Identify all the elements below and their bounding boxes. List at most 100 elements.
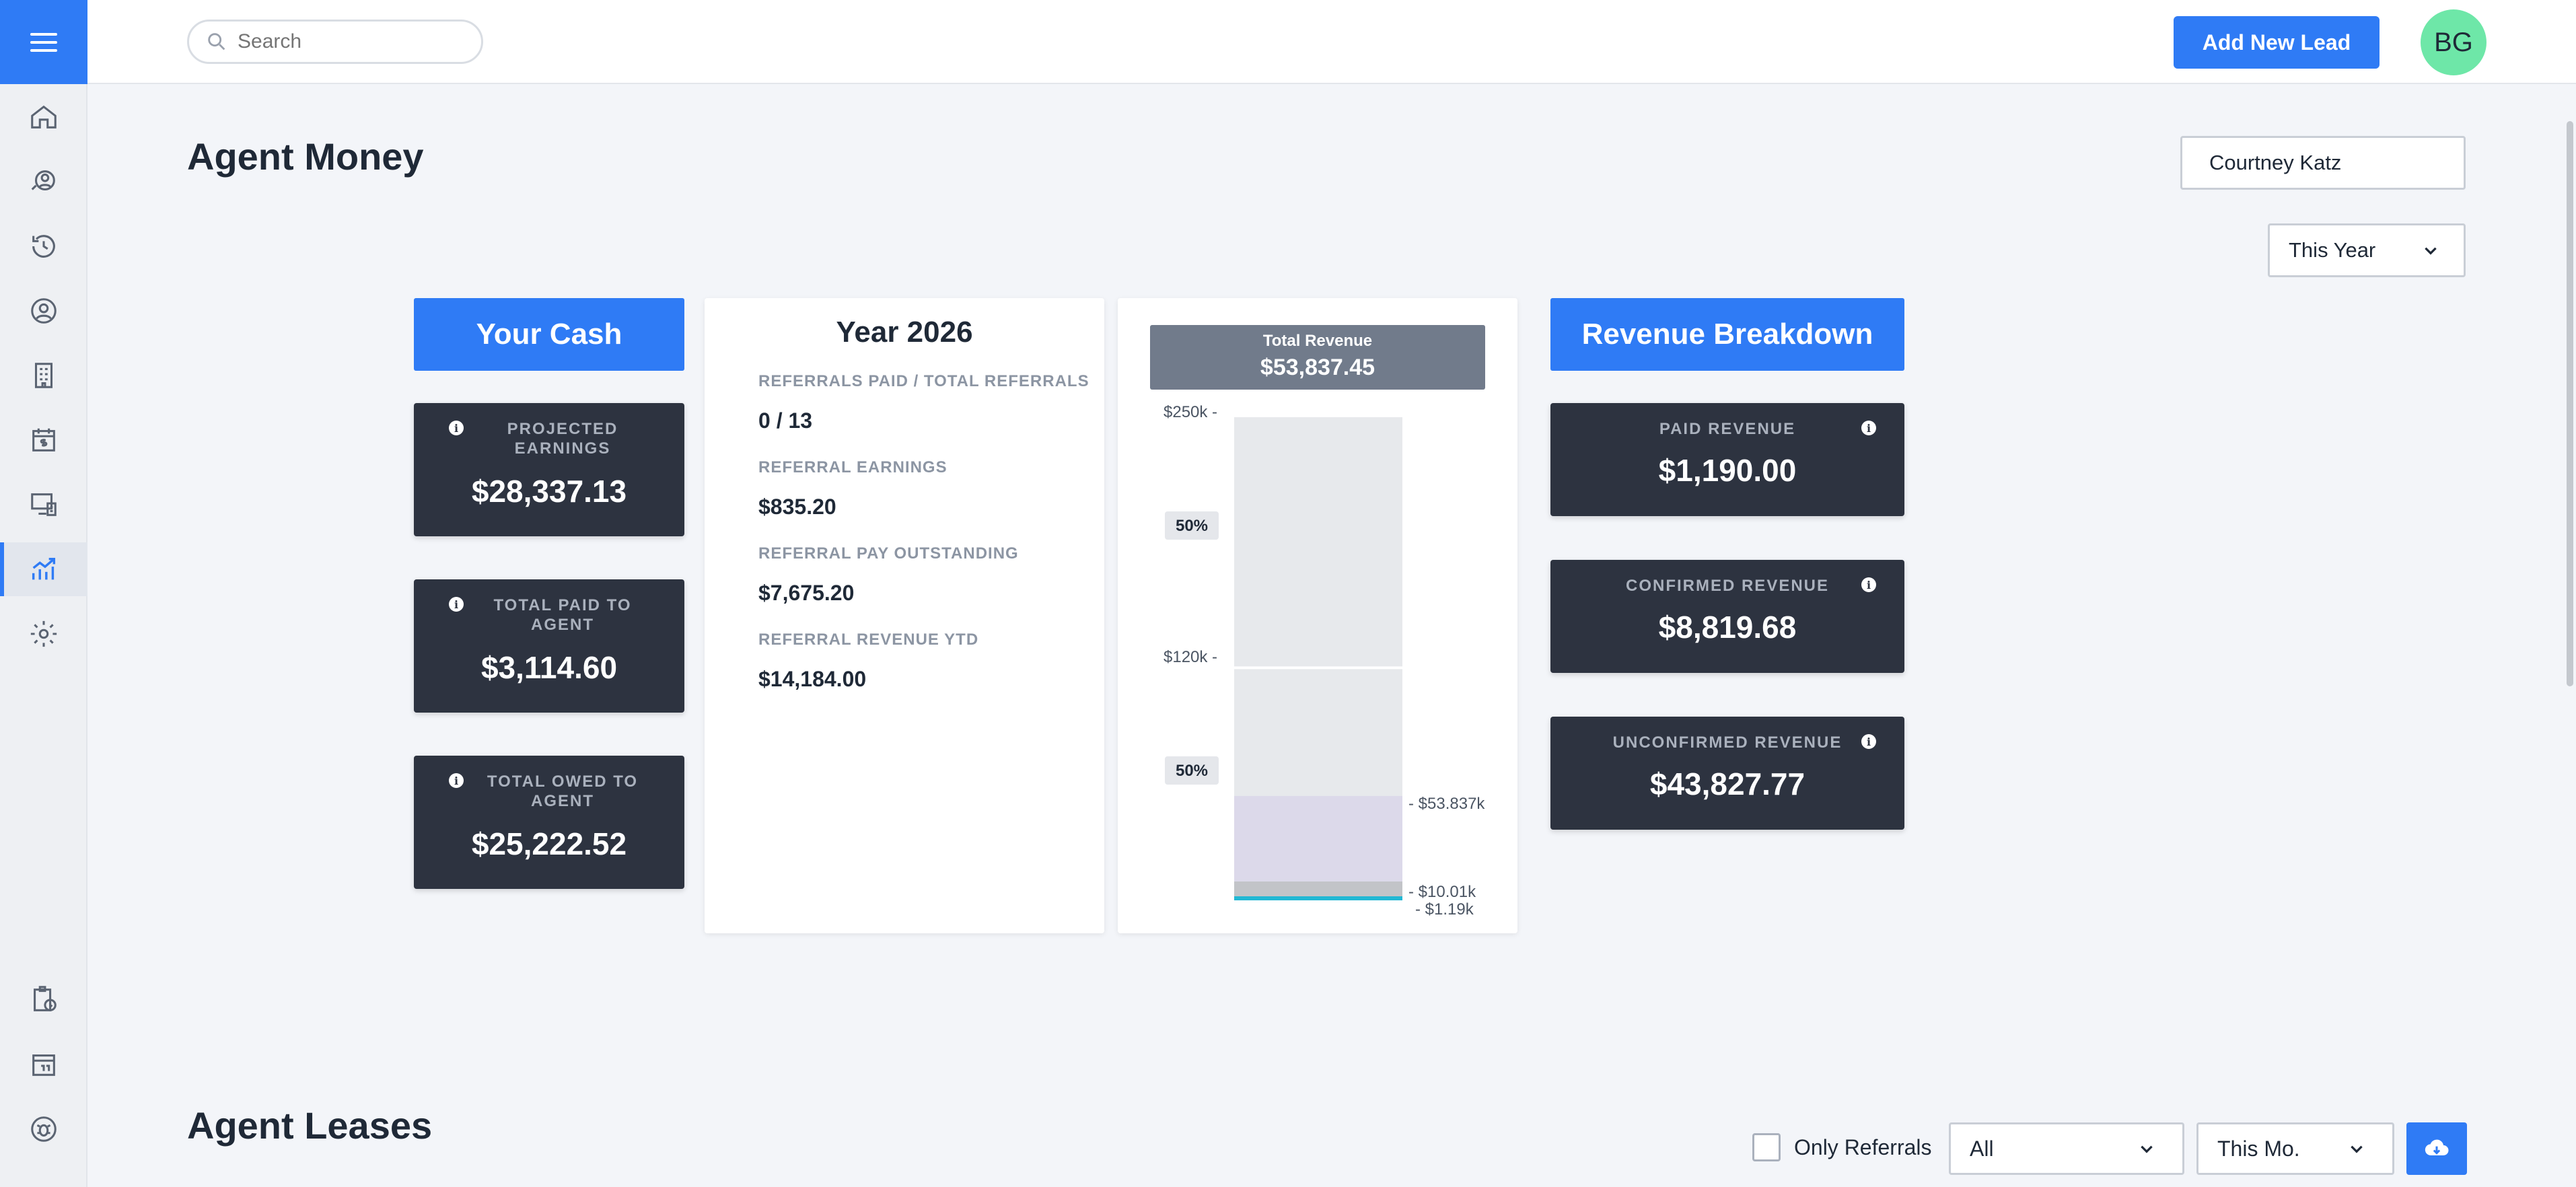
search-input[interactable] (238, 30, 453, 53)
sidebar-item-offices[interactable] (0, 349, 87, 402)
gear-icon (30, 620, 57, 647)
revenue-stacked-chart: $250k - $120k - 50% 50% - $53.837k - $10… (1164, 403, 1485, 919)
page-scrollbar[interactable] (2567, 121, 2573, 686)
period-select-value: This Year (2289, 238, 2376, 262)
lease-type-value: All (1970, 1136, 1994, 1161)
sidebar-item-calendar[interactable] (0, 1038, 87, 1091)
confirmed-revenue-card: i Confirmed Revenue $8,819.68 (1550, 560, 1904, 673)
sidebar-item-history[interactable] (0, 219, 87, 273)
chevron-down-icon (2141, 1145, 2153, 1153)
lease-type-select[interactable]: All (1949, 1122, 2184, 1175)
referral-earnings-value: $835.20 (758, 495, 836, 519)
info-icon[interactable]: i (1861, 734, 1876, 749)
sidebar (0, 0, 87, 1187)
percent-badge (1165, 756, 1219, 785)
search-icon (208, 33, 225, 50)
card-label: Total Owed To Agent (487, 772, 639, 810)
sidebar-item-agent-money[interactable] (0, 542, 87, 596)
referral-pay-outstanding-label: REFERRAL PAY OUTSTANDING (758, 544, 1019, 563)
agent-leases-title: Agent Leases (187, 1104, 433, 1147)
referral-revenue-ytd-label: REFERRAL REVENUE YTD (758, 631, 979, 649)
chevron-down-icon (2425, 247, 2437, 255)
percent-badge (1165, 511, 1219, 540)
history-icon (32, 235, 55, 258)
download-button[interactable] (2406, 1122, 2467, 1175)
info-icon[interactable]: i (1861, 577, 1876, 592)
chart-up-icon (32, 557, 56, 580)
info-icon[interactable]: i (449, 597, 464, 612)
sidebar-item-leads[interactable] (0, 155, 87, 209)
referrals-paid-value: 0 / 13 (758, 408, 813, 433)
projected-earnings-card: i Projected Earnings $28,337.13 (414, 403, 684, 536)
agent-select-value: Courtney Katz (2209, 151, 2342, 174)
info-icon[interactable]: i (449, 421, 464, 435)
chart-title: Total Revenue (1262, 332, 1373, 350)
stack-label: - $10.01k (1408, 883, 1476, 901)
card-value: $1,190.00 (1658, 453, 1797, 488)
referral-pay-outstanding-value: $7,675.20 (758, 581, 855, 605)
sidebar-item-payments-calendar[interactable] (0, 413, 87, 467)
y-tick-label: $120k - (1164, 648, 1217, 666)
total-owed-card: i Total Owed To Agent $25,222.52 (414, 756, 684, 889)
year-summary-card: Year 2026 REFERRALS PAID / TOTAL REFERRA… (705, 298, 1104, 933)
unconfirmed-revenue-card: i Unconfirmed Revenue $43,827.77 (1550, 717, 1904, 830)
card-label: Total Paid To Agent (493, 596, 632, 634)
paid-segment (1234, 896, 1402, 900)
referral-earnings-label: REFERRAL EARNINGS (758, 458, 947, 476)
paid-revenue-card: i Paid Revenue $1,190.00 (1550, 403, 1904, 516)
total-revenue-value: $53,837.45 (1260, 355, 1375, 380)
card-label: Confirmed Revenue (1625, 577, 1830, 595)
sidebar-item-support[interactable] (0, 1102, 87, 1156)
user-search-icon (31, 170, 55, 191)
sidebar-item-billing[interactable] (0, 478, 87, 532)
search-box[interactable] (187, 20, 483, 64)
lease-period-select[interactable]: This Mo. (2196, 1122, 2394, 1175)
card-value: $43,827.77 (1649, 766, 1805, 801)
home-icon (31, 105, 57, 129)
hamburger-icon (30, 32, 57, 52)
only-referrals-label: Only Referrals (1794, 1135, 1932, 1159)
monitor-dollar-icon (31, 493, 57, 516)
calendar-icon (32, 1054, 55, 1076)
user-circle-icon (31, 298, 57, 324)
bug-icon (31, 1116, 57, 1142)
info-icon[interactable]: i (449, 773, 464, 788)
sidebar-item-tasks[interactable] (0, 973, 87, 1027)
top-bar: Add New Lead BG (87, 0, 2576, 84)
sidebar-item-profile[interactable] (0, 284, 87, 338)
agent-select[interactable]: Courtney Katz (2180, 136, 2466, 190)
total-revenue-header: Total Revenue $53,837.45 (1150, 325, 1485, 390)
sidebar-item-home[interactable] (0, 90, 87, 144)
only-referrals-toggle[interactable]: Only Referrals (1752, 1133, 1932, 1161)
card-value: $3,114.60 (480, 650, 618, 685)
menu-button[interactable] (0, 0, 87, 84)
y-tick-label: $250k - (1164, 403, 1217, 421)
card-value: $8,819.68 (1658, 610, 1797, 645)
period-select[interactable]: This Year (2268, 223, 2466, 277)
total-paid-card: i Total Paid To Agent $3,114.60 (414, 579, 684, 713)
card-label: Projected Earnings (507, 420, 618, 458)
chevron-down-icon (2351, 1145, 2363, 1153)
stack-label: - $1.19k (1415, 900, 1474, 919)
avatar[interactable]: BG (2421, 9, 2486, 75)
cloud-download-icon (2425, 1139, 2449, 1156)
revenue-breakdown-header: Revenue Breakdown (1550, 298, 1904, 371)
referral-revenue-ytd-value: $14,184.00 (758, 667, 867, 691)
stack-label: - $53.837k (1408, 795, 1485, 813)
info-icon[interactable]: i (1861, 421, 1876, 435)
building-icon (34, 363, 53, 388)
year-title: Year 2026 (836, 316, 973, 349)
only-referrals-checkbox[interactable] (1752, 1133, 1781, 1161)
card-label: Paid Revenue (1659, 420, 1796, 438)
card-value: $28,337.13 (471, 474, 627, 509)
clipboard-clock-icon (34, 986, 57, 1011)
referrals-paid-label: REFERRALS PAID / TOTAL REFERRALS (758, 372, 1089, 390)
revenue-chart-card: Total Revenue $53,837.45 $250k - $120k -… (1118, 298, 1517, 933)
percent-label: 50% (1176, 762, 1208, 780)
sidebar-item-settings[interactable] (0, 607, 87, 661)
lease-period-value: This Mo. (2217, 1136, 2300, 1161)
page-title: Agent Money (187, 135, 424, 178)
add-new-lead-button[interactable]: Add New Lead (2174, 16, 2380, 69)
card-value: $25,222.52 (471, 826, 627, 861)
percent-label: 50% (1176, 517, 1208, 535)
